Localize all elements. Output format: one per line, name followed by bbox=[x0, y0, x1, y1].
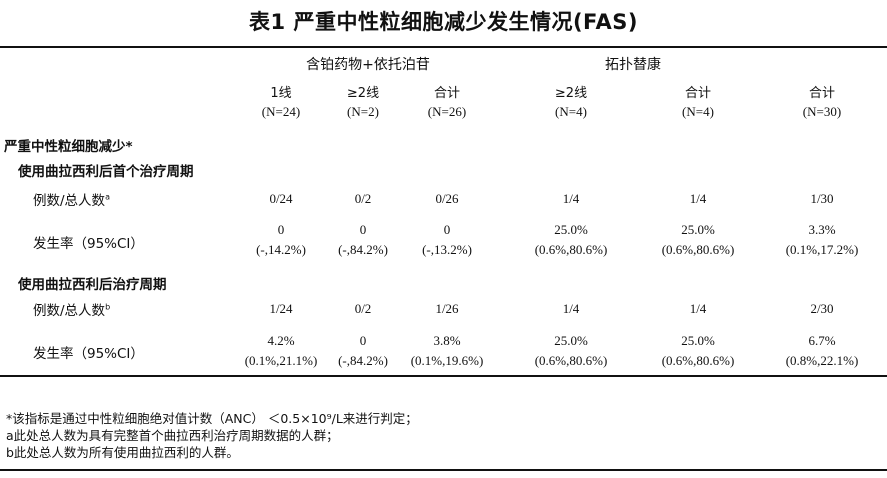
col-header-label: 合计 bbox=[433, 86, 461, 101]
ci-cell: (0.6%,80.6%) bbox=[534, 242, 608, 257]
ci-cell: (-,13.2%) bbox=[422, 242, 472, 257]
rate-cell: 25.0% bbox=[554, 333, 588, 348]
top-rule bbox=[0, 46, 887, 48]
row-label-count: 例数/总人数a bbox=[33, 192, 110, 209]
footnote-b: b此处总人数为所有使用曲拉西利的人群。 bbox=[6, 445, 239, 460]
ci-cell: (0.6%,80.6%) bbox=[661, 353, 735, 368]
count-cell: 0/24 bbox=[269, 191, 293, 206]
section-heading: 严重中性粒细胞减少* bbox=[4, 139, 133, 155]
rate-cell: 6.7% bbox=[808, 333, 836, 348]
ci-cell: (0.6%,80.6%) bbox=[534, 353, 608, 368]
ci-cell: (0.1%,17.2%) bbox=[785, 242, 859, 257]
ci-cell: (0.1%,19.6%) bbox=[410, 353, 484, 368]
ci-cell: (0.6%,80.6%) bbox=[661, 242, 735, 257]
row-label-rate: 发生率（95%CI） bbox=[33, 346, 144, 362]
subsection-heading-all-cycles: 使用曲拉西利后治疗周期 bbox=[18, 277, 167, 293]
table-title: 表1 严重中性粒细胞减少发生情况(FAS) bbox=[249, 10, 638, 34]
col-header-n: (N=4) bbox=[682, 104, 714, 119]
rate-cell: 4.2% bbox=[267, 333, 295, 348]
col-header-n: (N=24) bbox=[261, 104, 301, 119]
ci-cell: (0.8%,22.1%) bbox=[785, 353, 859, 368]
col-header-label: ≥2线 bbox=[554, 86, 588, 101]
footnote-a: a此处总人数为具有完整首个曲拉西利治疗周期数据的人群； bbox=[6, 428, 339, 443]
col-header-label: 1线 bbox=[270, 86, 292, 101]
count-cell: 1/4 bbox=[562, 301, 580, 316]
rate-cell: 0 bbox=[277, 222, 285, 237]
footnote-asterisk: *该指标是通过中性粒细胞绝对值计数（ANC） ＜0.5×10⁹/L来进行判定； bbox=[6, 411, 418, 426]
count-cell: 0/2 bbox=[354, 301, 372, 316]
rate-cell: 3.3% bbox=[808, 222, 836, 237]
rate-cell: 0 bbox=[359, 333, 367, 348]
col-header-label: ≥2线 bbox=[346, 86, 380, 101]
ci-cell: (-,84.2%) bbox=[338, 353, 388, 368]
rate-cell: 0 bbox=[443, 222, 451, 237]
count-cell: 2/30 bbox=[810, 301, 834, 316]
count-cell: 1/24 bbox=[269, 301, 293, 316]
col-header-label: 合计 bbox=[684, 86, 712, 101]
rate-cell: 25.0% bbox=[681, 333, 715, 348]
count-cell: 1/26 bbox=[435, 301, 459, 316]
col-header-n: (N=4) bbox=[555, 104, 587, 119]
count-cell: 1/30 bbox=[810, 191, 834, 206]
rate-cell: 25.0% bbox=[681, 222, 715, 237]
ci-cell: (0.1%,21.1%) bbox=[244, 353, 318, 368]
group-header-platinum-etoposide: 含铂药物+依托泊苷 bbox=[306, 57, 430, 73]
rate-cell: 0 bbox=[359, 222, 367, 237]
group-header-topotecan: 拓扑替康 bbox=[605, 57, 661, 73]
count-cell: 1/4 bbox=[562, 191, 580, 206]
col-header-n: (N=30) bbox=[802, 104, 842, 119]
col-header-label: 合计 bbox=[808, 86, 836, 101]
row-label-rate: 发生率（95%CI） bbox=[33, 236, 144, 252]
count-cell: 1/4 bbox=[689, 301, 707, 316]
ci-cell: (-,84.2%) bbox=[338, 242, 388, 257]
count-cell: 0/26 bbox=[435, 191, 459, 206]
rate-cell: 3.8% bbox=[433, 333, 461, 348]
count-cell: 0/2 bbox=[354, 191, 372, 206]
col-header-n: (N=26) bbox=[427, 104, 467, 119]
footer-rule bbox=[0, 469, 887, 471]
count-cell: 1/4 bbox=[689, 191, 707, 206]
row-label-count: 例数/总人数b bbox=[33, 302, 111, 319]
ci-cell: (-,14.2%) bbox=[256, 242, 306, 257]
subsection-heading-first-cycle: 使用曲拉西利后首个治疗周期 bbox=[18, 164, 194, 180]
rate-cell: 25.0% bbox=[554, 222, 588, 237]
bottom-rule bbox=[0, 375, 887, 377]
col-header-n: (N=2) bbox=[347, 104, 379, 119]
